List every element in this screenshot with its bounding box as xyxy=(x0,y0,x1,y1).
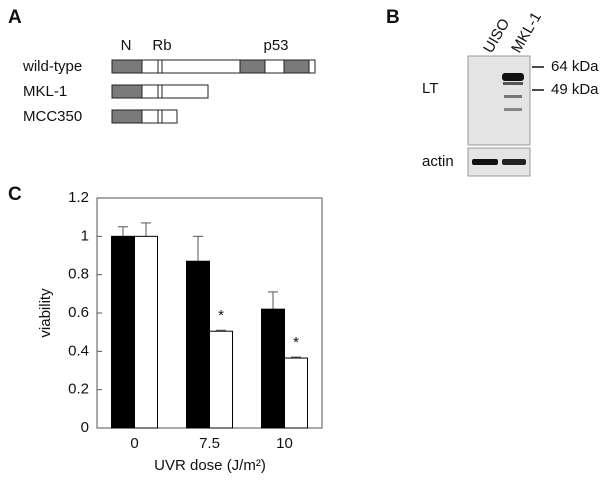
y-axis-label: viability xyxy=(37,288,54,338)
construct-mkl1 xyxy=(111,84,209,99)
bar xyxy=(111,235,135,429)
panel-label: A xyxy=(8,7,22,28)
y-tick-label: 0.4 xyxy=(68,342,89,359)
panel-label: C xyxy=(8,184,22,205)
construct-label: MKL-1 xyxy=(23,83,67,100)
y-tick-label: 0.6 xyxy=(68,304,89,321)
panel-label: B xyxy=(386,7,400,28)
x-tick-label: 0 xyxy=(130,435,138,452)
domain-label: Rb xyxy=(152,37,171,54)
y-tick-label: 1 xyxy=(81,227,89,244)
y-tick-label: 0.2 xyxy=(68,381,89,398)
bar xyxy=(261,308,285,429)
blot-lt xyxy=(467,55,531,146)
construct-mcc350 xyxy=(111,109,178,124)
x-tick-label: 7.5 xyxy=(199,435,220,452)
blot-label: LT xyxy=(422,80,438,97)
bar xyxy=(186,260,210,429)
y-tick-label: 0 xyxy=(81,419,89,436)
domain-label: p53 xyxy=(263,37,288,54)
domain-label: N xyxy=(121,37,132,54)
lane-label: UISO xyxy=(480,16,513,56)
construct-wild-type xyxy=(111,59,316,74)
x-tick-label: 10 xyxy=(276,435,293,452)
x-axis-label: UVR dose (J/m²) xyxy=(154,457,266,474)
lane-label: MKL-1 xyxy=(508,9,545,56)
y-tick-label: 1.2 xyxy=(68,189,89,206)
blot-bands xyxy=(472,73,526,165)
annotation: * xyxy=(218,307,224,324)
annotation: * xyxy=(293,334,299,351)
marker-label: 64 kDa xyxy=(551,58,599,75)
bar xyxy=(134,235,158,429)
bar xyxy=(284,357,308,429)
construct-label: MCC350 xyxy=(23,108,82,125)
marker-label: 49 kDa xyxy=(551,81,599,98)
y-tick-label: 0.8 xyxy=(68,266,89,283)
construct-label: wild-type xyxy=(22,58,82,75)
blot-label: actin xyxy=(422,153,454,170)
bar xyxy=(209,330,233,429)
